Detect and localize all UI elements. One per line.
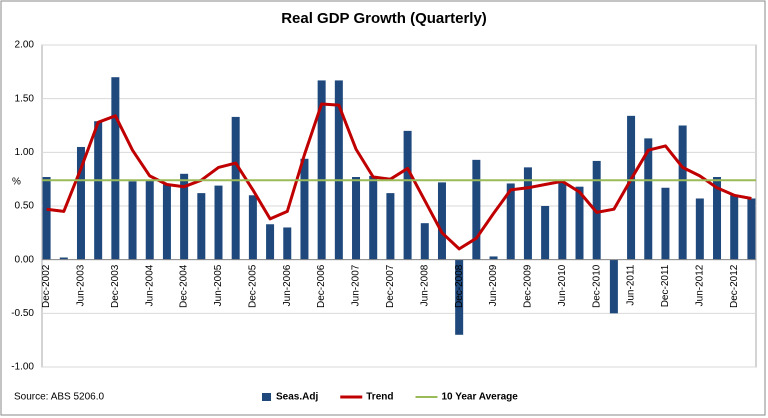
bar bbox=[506, 183, 515, 260]
x-tick-label: Jun-2006 bbox=[282, 264, 293, 306]
x-tick-label: Dec-2005 bbox=[248, 264, 259, 308]
bar bbox=[59, 257, 68, 260]
x-tick-label: Jun-2003 bbox=[76, 264, 87, 306]
x-tick-label: Dec-2004 bbox=[179, 264, 190, 308]
bar bbox=[627, 115, 636, 260]
bar bbox=[76, 146, 85, 260]
x-tick-label: Dec-2008 bbox=[454, 264, 465, 308]
bar bbox=[695, 198, 704, 260]
x-tick-label: Dec-2011 bbox=[660, 264, 671, 307]
y-tick-label: 1.50 bbox=[15, 93, 35, 104]
bar bbox=[42, 177, 51, 260]
y-tick-label: 0.00 bbox=[15, 254, 35, 265]
bar bbox=[369, 175, 378, 260]
bar bbox=[334, 80, 343, 260]
y-tick-label: 1.00 bbox=[15, 147, 35, 158]
bar bbox=[214, 185, 223, 260]
y-axis-label: % bbox=[12, 177, 21, 188]
legend-label: 10 Year Average bbox=[441, 392, 518, 403]
bar bbox=[661, 187, 670, 260]
x-tick-label: Dec-2003 bbox=[110, 264, 121, 308]
bar bbox=[472, 159, 481, 260]
x-tick-label: Dec-2009 bbox=[523, 264, 534, 308]
legend-label: Trend bbox=[366, 392, 393, 403]
x-tick-label: Dec-2007 bbox=[385, 264, 396, 308]
y-tick-label: -1.00 bbox=[11, 362, 34, 373]
bar bbox=[248, 195, 257, 260]
x-tick-label: Dec-2010 bbox=[591, 264, 602, 308]
chart-title: Real GDP Growth (Quarterly) bbox=[281, 10, 487, 27]
bar bbox=[437, 182, 446, 260]
bar bbox=[197, 193, 206, 260]
bar bbox=[523, 167, 532, 260]
bar bbox=[747, 198, 756, 260]
bar bbox=[386, 193, 395, 260]
source-note: Source: ABS 5206.0 bbox=[14, 392, 105, 403]
y-tick-label: -0.50 bbox=[11, 308, 34, 319]
bar bbox=[180, 173, 189, 260]
bar bbox=[145, 180, 154, 260]
x-tick-label: Jun-2004 bbox=[144, 264, 155, 306]
bar bbox=[678, 125, 687, 260]
bar bbox=[575, 186, 584, 260]
bar bbox=[94, 121, 103, 260]
x-tick-label: Jun-2012 bbox=[694, 264, 705, 306]
x-tick-label: Dec-2002 bbox=[41, 264, 52, 308]
x-tick-label: Dec-2012 bbox=[729, 264, 740, 308]
bar bbox=[541, 206, 550, 260]
x-tick-label: Jun-2005 bbox=[213, 264, 224, 306]
bar bbox=[266, 224, 275, 260]
x-tick-label: Jun-2009 bbox=[488, 264, 499, 306]
y-tick-label: 2.00 bbox=[15, 40, 35, 51]
trend-line bbox=[46, 102, 752, 251]
bar bbox=[352, 177, 361, 260]
bar bbox=[128, 181, 137, 260]
bar bbox=[644, 138, 653, 260]
bar bbox=[283, 227, 292, 260]
bar bbox=[713, 177, 722, 260]
bar bbox=[231, 116, 240, 260]
x-tick-label: Jun-2010 bbox=[557, 264, 568, 306]
bar bbox=[455, 259, 464, 335]
legend-swatch bbox=[262, 393, 271, 401]
legend-label: Seas.Adj bbox=[276, 392, 318, 403]
bar bbox=[489, 256, 498, 260]
bar bbox=[609, 259, 618, 314]
x-tick-label: Jun-2007 bbox=[351, 264, 362, 306]
bar bbox=[111, 77, 120, 260]
bar bbox=[420, 223, 429, 260]
bar bbox=[162, 184, 171, 260]
x-tick-label: Dec-2006 bbox=[316, 264, 327, 308]
y-tick-label: 0.50 bbox=[15, 201, 35, 212]
bar bbox=[730, 195, 739, 260]
bar bbox=[403, 130, 412, 260]
bar bbox=[558, 182, 567, 260]
x-tick-label: Jun-2008 bbox=[419, 264, 430, 306]
x-tick-label: Jun-2011 bbox=[626, 264, 637, 305]
bar bbox=[300, 158, 309, 260]
bar bbox=[317, 80, 326, 260]
